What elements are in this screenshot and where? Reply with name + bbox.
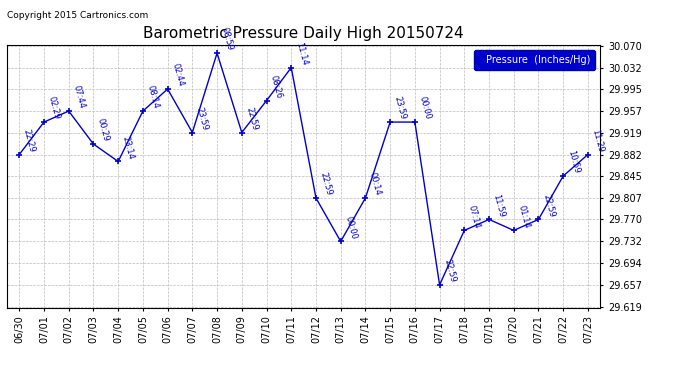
Text: 01:14: 01:14: [516, 204, 531, 229]
Text: 00:00: 00:00: [417, 96, 432, 121]
Text: 22:59: 22:59: [442, 258, 457, 284]
Text: 11:14: 11:14: [294, 41, 308, 66]
Text: 00:14: 00:14: [368, 171, 383, 197]
Text: 23:59: 23:59: [393, 96, 408, 121]
Text: 22:59: 22:59: [244, 106, 259, 131]
Text: 23:59: 23:59: [195, 106, 210, 131]
Text: 08:26: 08:26: [269, 74, 284, 99]
Text: Copyright 2015 Cartronics.com: Copyright 2015 Cartronics.com: [7, 11, 148, 20]
Text: 22:29: 22:29: [22, 128, 37, 153]
Text: 11:29: 11:29: [591, 128, 605, 153]
Text: 07:14: 07:14: [466, 204, 482, 229]
Text: 10:59: 10:59: [566, 150, 580, 175]
Text: 07:44: 07:44: [71, 84, 86, 110]
Text: 22:59: 22:59: [541, 193, 556, 218]
Text: 00:29: 00:29: [96, 118, 111, 143]
Title: Barometric Pressure Daily High 20150724: Barometric Pressure Daily High 20150724: [144, 26, 464, 41]
Text: 08:59: 08:59: [219, 27, 235, 52]
Text: 02:29: 02:29: [46, 96, 61, 121]
Text: 00:00: 00:00: [343, 215, 358, 240]
Text: 02:44: 02:44: [170, 63, 185, 88]
Legend: Pressure  (Inches/Hg): Pressure (Inches/Hg): [473, 50, 595, 70]
Text: 23:14: 23:14: [121, 135, 135, 160]
Text: 11:59: 11:59: [491, 193, 506, 218]
Text: 08:14: 08:14: [146, 84, 160, 110]
Text: 22:59: 22:59: [318, 171, 333, 197]
